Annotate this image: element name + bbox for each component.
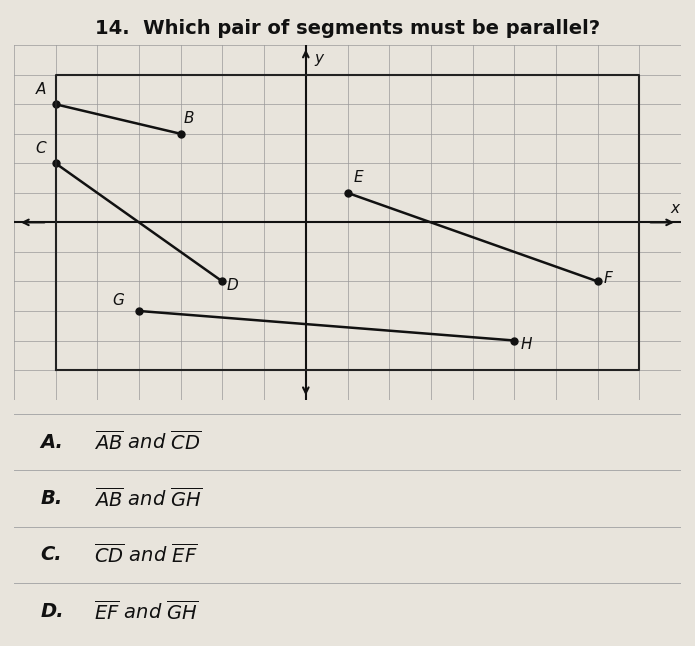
- Text: G: G: [112, 293, 124, 308]
- Text: $\overline{CD}$ and $\overline{EF}$: $\overline{CD}$ and $\overline{EF}$: [94, 543, 197, 567]
- Text: A.: A.: [40, 433, 63, 452]
- Text: 14.  Which pair of segments must be parallel?: 14. Which pair of segments must be paral…: [95, 19, 600, 38]
- Text: C.: C.: [40, 545, 63, 565]
- Text: C: C: [35, 141, 47, 156]
- Text: $\overline{AB}$ and $\overline{GH}$: $\overline{AB}$ and $\overline{GH}$: [94, 487, 202, 510]
- Text: H: H: [521, 337, 532, 352]
- Text: $\overline{EF}$ and $\overline{GH}$: $\overline{EF}$ and $\overline{GH}$: [94, 599, 198, 623]
- Text: B: B: [183, 111, 195, 127]
- Text: x: x: [670, 202, 679, 216]
- Text: D.: D.: [40, 602, 64, 621]
- Text: A: A: [36, 82, 46, 97]
- Text: D: D: [227, 278, 238, 293]
- Text: E: E: [353, 171, 363, 185]
- Text: y: y: [314, 51, 323, 66]
- Text: F: F: [604, 271, 612, 286]
- Text: $\overline{AB}$ and $\overline{CD}$: $\overline{AB}$ and $\overline{CD}$: [94, 430, 202, 454]
- Text: B.: B.: [40, 489, 63, 508]
